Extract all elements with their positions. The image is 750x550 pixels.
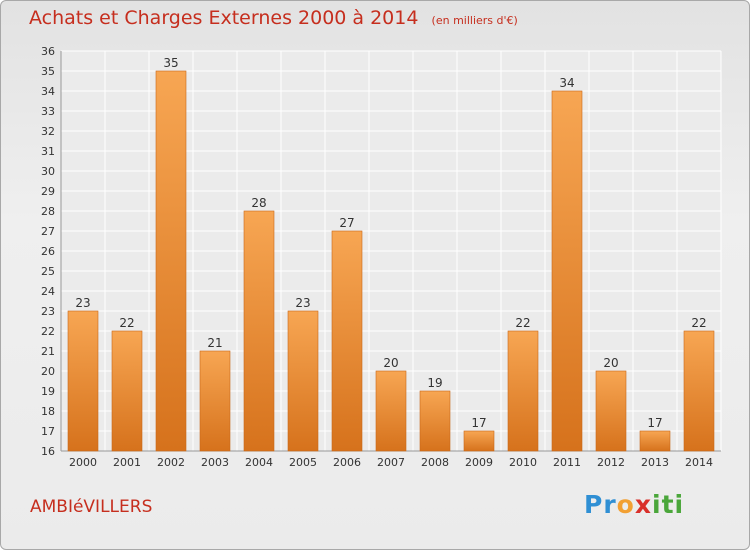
x-tick-label: 2003 [201,456,229,469]
bar-value-label: 19 [427,376,442,390]
chart-title: Achats et Charges Externes 2000 à 2014 [29,7,419,29]
bar [419,390,451,452]
y-tick-label: 34 [41,85,55,98]
logo-letter: o [616,490,635,519]
x-tick-label: 2000 [69,456,97,469]
bar-value-label: 20 [383,356,398,370]
bar [551,90,583,452]
y-tick-label: 19 [41,385,55,398]
bar [331,230,363,452]
y-tick-label: 36 [41,45,55,58]
y-tick-label: 18 [41,405,55,418]
bar [683,330,715,452]
x-tick-label: 2011 [553,456,581,469]
y-tick-label: 21 [41,345,55,358]
chart-title-block: Achats et Charges Externes 2000 à 2014 (… [29,7,518,29]
bar-value-label: 27 [339,216,354,230]
y-tick-label: 26 [41,245,55,258]
x-tick-label: 2008 [421,456,449,469]
logo-letter: P [584,490,604,519]
logo-letter: r [603,490,617,519]
y-tick-label: 16 [41,445,55,458]
bar-value-label: 17 [471,416,486,430]
bar-value-label: 23 [295,296,310,310]
bar [639,430,671,452]
bar [463,430,495,452]
bar [155,70,187,452]
x-tick-label: 2007 [377,456,405,469]
bar-value-label: 20 [603,356,618,370]
bar-value-label: 28 [251,196,266,210]
bar-value-label: 22 [691,316,706,330]
y-tick-label: 23 [41,305,55,318]
x-tick-label: 2009 [465,456,493,469]
logo-letter: i [652,490,662,519]
y-tick-label: 22 [41,325,55,338]
bar-value-label: 22 [119,316,134,330]
y-tick-label: 32 [41,125,55,138]
y-tick-label: 35 [41,65,55,78]
y-tick-label: 20 [41,365,55,378]
chart-unit: (en milliers d'€) [431,14,518,27]
bar [243,210,275,452]
bar [111,330,143,452]
logo-letter: t [661,490,675,519]
bar [507,330,539,452]
bar [595,370,627,452]
y-tick-label: 25 [41,265,55,278]
y-tick-label: 27 [41,225,55,238]
x-tick-label: 2013 [641,456,669,469]
commune-name: AMBIéVILLERS [30,497,153,517]
y-tick-label: 17 [41,425,55,438]
x-tick-label: 2002 [157,456,185,469]
bar-value-label: 22 [515,316,530,330]
y-tick-label: 33 [41,105,55,118]
y-tick-label: 30 [41,165,55,178]
y-tick-label: 28 [41,205,55,218]
x-tick-label: 2006 [333,456,361,469]
bar-value-label: 21 [207,336,222,350]
logo-letter: x [634,490,652,519]
bar-value-label: 23 [75,296,90,310]
x-tick-label: 2012 [597,456,625,469]
y-tick-label: 31 [41,145,55,158]
y-tick-label: 29 [41,185,55,198]
x-tick-label: 2004 [245,456,273,469]
bar [375,370,407,452]
y-tick-label: 24 [41,285,55,298]
x-tick-label: 2001 [113,456,141,469]
bar [287,310,319,452]
bar-value-label: 34 [559,76,574,90]
bar-value-label: 35 [163,56,178,70]
bar [199,350,231,452]
proxiti-logo: Proxiti [584,490,684,519]
logo-letter: i [674,490,685,519]
x-tick-label: 2010 [509,456,537,469]
x-tick-label: 2005 [289,456,317,469]
bar [67,310,99,452]
bar-value-label: 17 [647,416,662,430]
x-tick-label: 2014 [685,456,713,469]
